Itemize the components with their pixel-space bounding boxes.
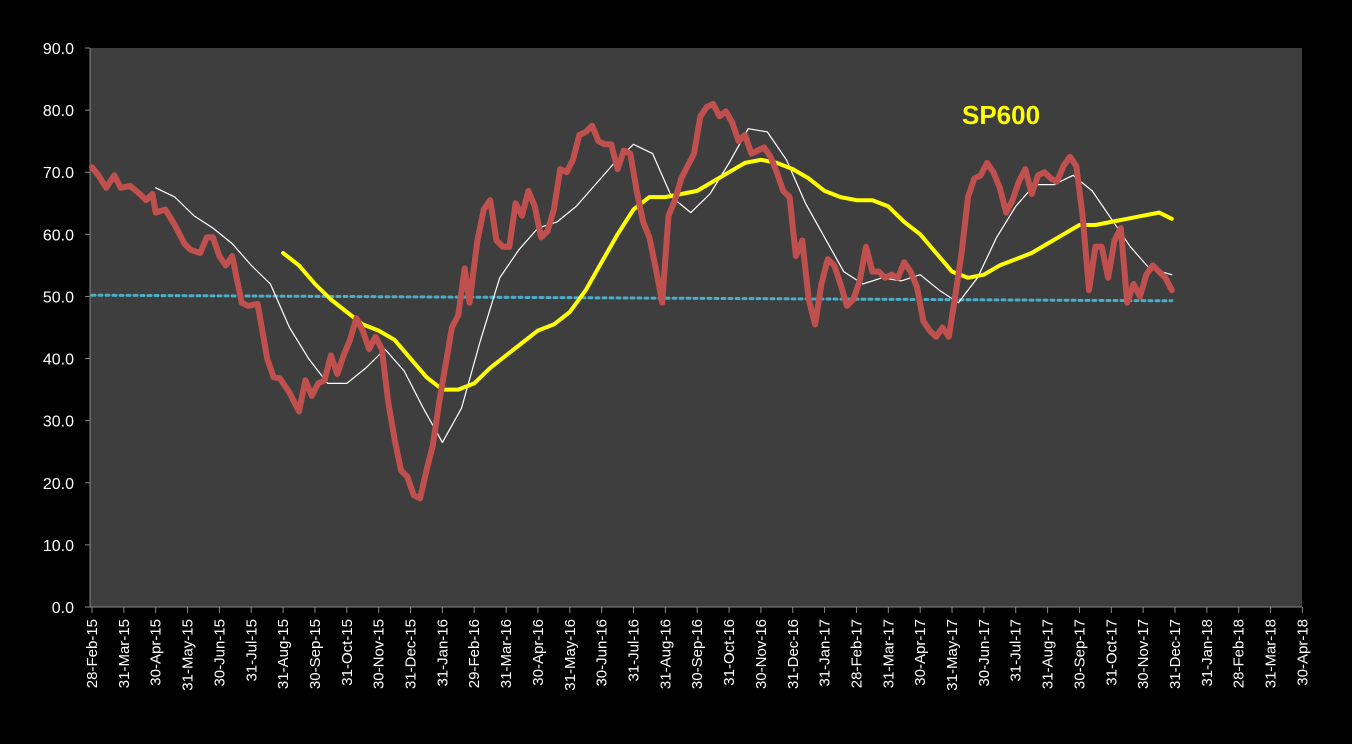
x-tick-label: 31-Oct-15 [339,619,356,686]
x-tick-label: 31-Jan-16 [434,619,451,687]
y-tick-label: 60.0 [43,227,74,244]
x-tick-label: 31-Dec-17 [1167,619,1184,689]
x-tick-label: 31-Aug-16 [657,619,674,689]
x-tick-label: 31-Aug-15 [275,619,292,689]
x-tick-label: 31-Dec-16 [785,619,802,689]
x-tick-label: 30-Apr-17 [912,619,929,686]
x-tick-label: 31-Mar-18 [1263,619,1280,688]
x-axis: 28-Feb-15 31-Mar-15 30-Apr-15 31-May-15 30-J… [84,606,1311,691]
x-tick-label: 31-May-16 [562,619,579,691]
x-tick-label: 30-Apr-16 [530,619,547,686]
series-layer [89,100,1175,502]
y-tick-label: 0.0 [52,600,74,617]
x-tick-label: 30-Sep-17 [1071,619,1088,689]
x-tick-label: 30-Sep-15 [307,619,324,689]
x-tick-label: 28-Feb-15 [84,619,101,688]
x-tick-label: 30-Jun-16 [594,619,611,687]
x-tick-label: 28-Feb-18 [1231,619,1248,688]
series-breadth [89,100,1175,502]
x-tick-label: 30-Jun-15 [211,619,228,687]
x-tick-label: 31-Oct-16 [721,619,738,686]
x-tick-label: 30-Nov-16 [753,619,770,689]
x-tick-label: 31-Jul-15 [243,619,260,682]
x-tick-label: 29-Feb-16 [466,619,483,688]
x-tick-label: 30-Sep-16 [689,619,706,689]
chart-title: SP600 [962,100,1040,130]
series-long-term-average [281,157,1174,392]
x-tick-label: 30-Jun-17 [976,619,993,687]
y-axis: 0.0 10.0 20.0 30.0 40.0 50.0 60.0 70.0 80.0 90.0 [43,41,91,617]
y-tick-label: 90.0 [43,41,74,58]
x-tick-label: 31-Dec-15 [403,619,420,689]
x-tick-label: 31-Aug-17 [1040,619,1057,689]
x-tick-label: 31-May-15 [180,619,197,691]
x-tick-label: 31-Jan-18 [1199,619,1216,687]
x-tick-label: 31-Mar-16 [498,619,515,688]
x-tick-label: 30-Apr-15 [148,619,165,686]
x-tick-label: 30-Nov-15 [371,619,388,689]
x-tick-label: 31-Mar-17 [880,619,897,688]
y-tick-label: 30.0 [43,414,74,431]
x-tick-label: 31-Mar-15 [116,619,133,688]
x-tick-label: 31-Jul-17 [1008,619,1025,682]
x-tick-label: 30-Apr-18 [1294,619,1311,686]
y-tick-label: 10.0 [43,538,74,555]
x-tick-label: 30-Nov-17 [1135,619,1152,689]
x-tick-label: 31-Jan-17 [817,619,834,687]
x-tick-label: 31-May-17 [944,619,961,691]
x-tick-label: 31-Oct-17 [1103,619,1120,686]
y-tick-label: 80.0 [43,103,74,120]
y-tick-label: 20.0 [43,476,74,493]
x-tick-label: 28-Feb-17 [848,619,865,688]
series-50-level [90,293,1174,303]
y-tick-label: 40.0 [43,352,74,369]
y-tick-label: 50.0 [43,289,74,306]
x-tick-label: 31-Jul-16 [625,619,642,682]
y-tick-label: 70.0 [43,165,74,182]
